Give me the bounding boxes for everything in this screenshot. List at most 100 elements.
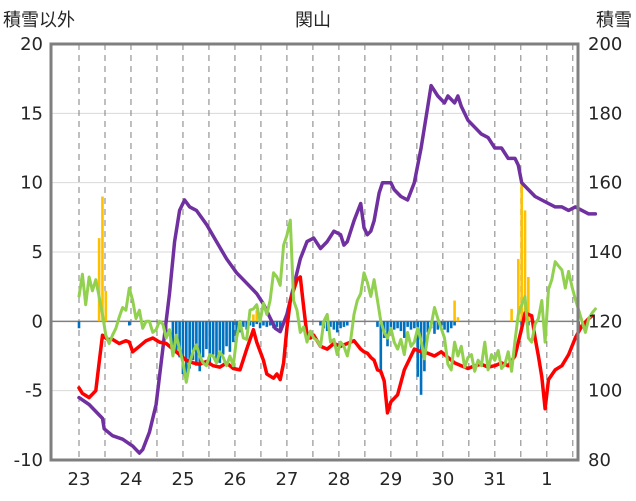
bar-snowfall_blue [235,321,238,338]
line-series [77,83,598,455]
x-tick-label: 31 [483,469,506,490]
bar-snowfall_blue [188,321,191,369]
series-line-green [77,218,597,384]
x-tick-label: 23 [68,469,91,490]
bar-snowfall_blue [342,321,346,327]
bar-snowfall_blue [376,321,379,327]
bar-snowfall_blue [205,321,208,350]
right-tick-label: 80 [588,450,611,471]
bar-snowfall_blue [409,321,413,330]
bar-temperature_orange [255,310,259,322]
bar-temperature_orange [252,314,255,322]
bar-snowfall_blue [406,321,409,327]
bar-snowfall_blue [77,321,81,329]
bar-snowfall_blue [419,321,423,395]
right-tick-label: 180 [588,103,622,124]
right-tick-label: 100 [588,381,622,402]
bar-snowfall_blue [198,321,202,372]
left-tick-label: -5 [25,381,43,402]
bar-snowfall_blue [426,321,430,333]
bar-snowfall_blue [128,321,131,326]
series-line-snow_depth [77,83,598,455]
x-tick-label: 26 [223,469,246,490]
bar-temperature_orange [520,179,523,322]
bar-snowfall_blue [171,321,175,347]
bar-snowfall_blue [379,321,383,375]
bar-snowfall_blue [446,321,450,333]
bar-snowfall_blue [225,321,228,347]
bar-snowfall_blue [392,321,396,330]
left-tick-label: 10 [20,173,43,194]
left-tick-label: -10 [14,450,43,471]
bar-snowfall_blue [262,321,265,326]
right-tick-label: 120 [588,311,622,332]
bar-snowfall_blue [275,321,279,327]
bar-temperature_orange [97,238,101,322]
bar-snowfall_blue [245,321,248,330]
bar-snowfall_blue [329,321,332,327]
tick-labels: 20 15 10 5 0 -5 -10 200 180 160 140 120 100 80 23 24 25 2… [14,34,623,490]
left-axis-label: 積雪以外 [3,10,75,31]
bar-snowfall_blue [242,321,245,327]
bar-snowfall_blue [339,321,342,329]
bar-temperature_orange [517,258,520,322]
bar-snowfall_blue [345,321,349,326]
bar-temperature_orange [510,308,513,322]
left-tick-label: 20 [20,34,43,55]
bar-snowfall_blue [319,321,322,326]
bar-snowfall_blue [436,321,440,330]
x-tick-label: 30 [431,469,454,490]
bar-temperature_orange [456,317,460,322]
bar-snowfall_blue [252,321,255,327]
bar-temperature_orange [527,276,530,322]
bar-snowfall_blue [423,321,426,372]
grid [51,43,578,461]
axes [49,42,580,462]
bar-snowfall_blue [185,321,188,380]
bar-snowfall_blue [218,321,222,363]
chart-title: 関山 [295,10,331,31]
bar-snowfall_blue [258,321,262,329]
bar-temperature_orange [453,300,456,322]
bar-snowfall_blue [399,321,403,332]
bar-snowfall_blue [433,321,436,334]
bar-snowfall_blue [402,321,406,338]
x-tick-label: 24 [120,469,143,490]
bar-temperature_orange [523,210,527,322]
x-tick-label: 1 [541,469,552,490]
bar-snowfall_blue [208,321,212,363]
bar-snowfall_blue [332,321,336,330]
x-tick-label: 29 [379,469,402,490]
bar-snowfall_blue [449,321,453,329]
bar-snowfall_blue [265,321,269,327]
bar-snowfall_blue [453,321,456,326]
bar-snowfall_blue [191,321,195,361]
bar-temperature_orange [104,290,108,322]
bar-temperature_orange [101,196,104,322]
bar-snowfall_blue [178,321,181,358]
x-tick-label: 25 [172,469,195,490]
left-tick-label: 5 [32,242,43,263]
right-tick-label: 140 [588,242,622,263]
x-tick-label: 27 [275,469,298,490]
bar-snowfall_blue [221,321,225,355]
plot-frame [49,42,580,462]
bar-snowfall_blue [228,321,232,352]
bar-snowfall_blue [396,321,399,329]
left-tick-label: 0 [32,311,43,332]
bar-snowfall_blue [413,321,416,329]
right-tick-label: 160 [588,173,622,194]
bar-snowfall_blue [201,321,205,358]
x-tick-label: 28 [327,469,350,490]
bar-snowfall_blue [268,321,272,326]
bar-snowfall_blue [215,321,218,359]
bar-snowfall_blue [211,321,215,355]
bar-snowfall_blue [248,321,252,326]
bar-snowfall_blue [181,321,185,375]
bar-snowfall_blue [443,321,446,330]
bar-snowfall_blue [278,321,282,330]
bar-snowfall_blue [231,321,235,343]
right-axis-label: 積雪 [596,10,632,31]
bar-snowfall_blue [255,321,259,325]
